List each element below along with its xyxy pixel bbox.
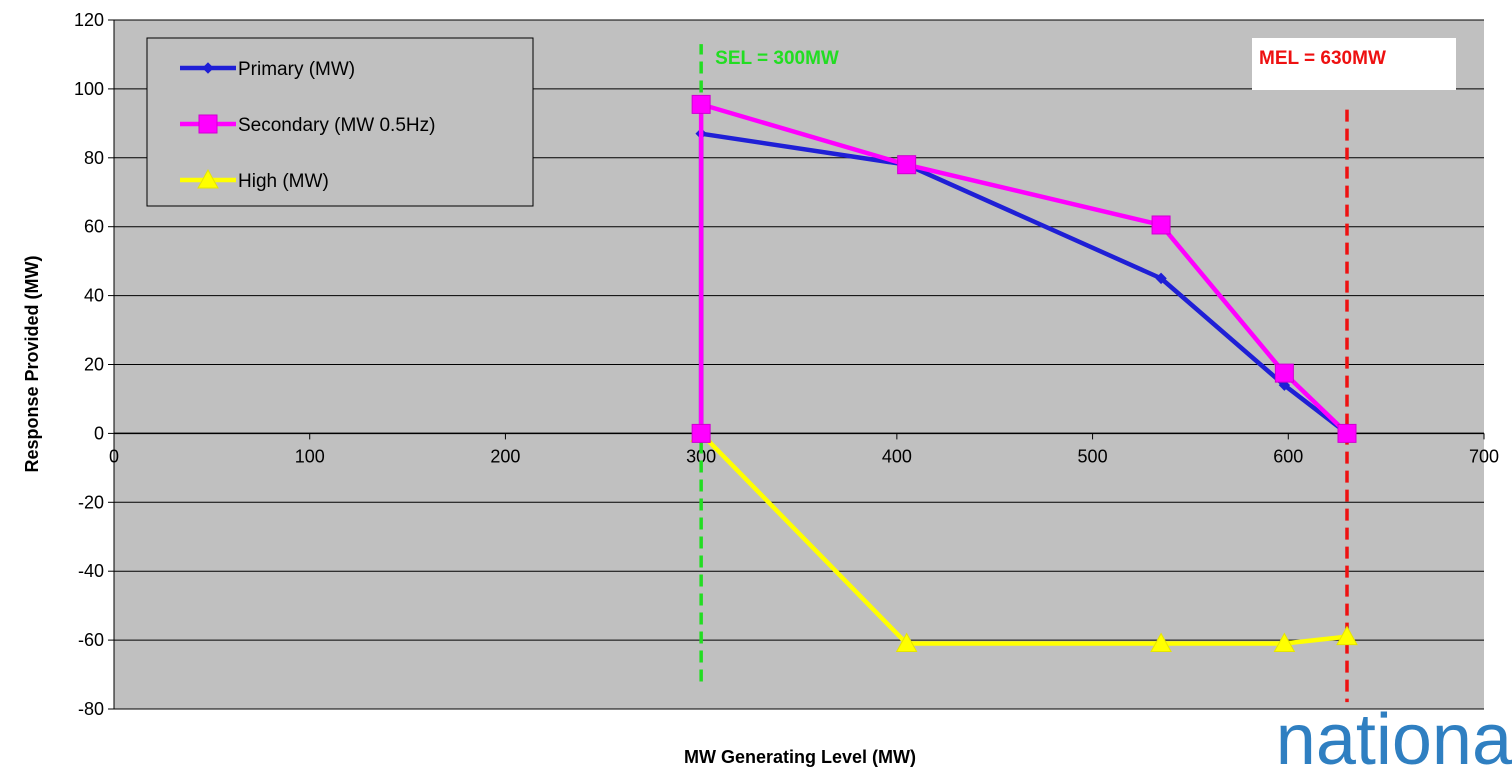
y-tick-label: -40 bbox=[78, 561, 104, 581]
x-axis-title: MW Generating Level (MW) bbox=[684, 747, 916, 767]
data-point bbox=[1155, 272, 1167, 285]
y-tick-label: 20 bbox=[84, 355, 104, 375]
y-tick-label: -20 bbox=[78, 492, 104, 512]
data-point bbox=[897, 155, 917, 175]
series-2 bbox=[691, 94, 1357, 443]
x-tick-label: 400 bbox=[882, 446, 912, 466]
x-tick-label: 300 bbox=[686, 446, 716, 466]
x-tick-label: 100 bbox=[295, 446, 325, 466]
data-point bbox=[1273, 632, 1296, 653]
y-tick-label: 80 bbox=[84, 148, 104, 168]
legend-entry: Primary (MW) bbox=[180, 59, 355, 80]
data-point bbox=[895, 632, 918, 653]
mel-label: MEL = 630MW bbox=[1259, 48, 1386, 69]
data-point bbox=[1336, 625, 1358, 646]
data-point bbox=[1337, 423, 1357, 443]
data-point bbox=[691, 94, 711, 114]
annotations: SEL = 300MW MEL = 630MW bbox=[699, 38, 1456, 703]
series-layer bbox=[690, 94, 1358, 653]
legend-swatch-marker bbox=[197, 168, 219, 189]
y-tick-label: 100 bbox=[74, 79, 104, 99]
data-point bbox=[1274, 363, 1294, 383]
legend-label: Secondary (MW 0.5Hz) bbox=[238, 115, 435, 136]
y-tick-label: -80 bbox=[78, 699, 104, 719]
x-tick-label: 500 bbox=[1078, 446, 1108, 466]
y-tick-label: 40 bbox=[84, 286, 104, 306]
data-point bbox=[691, 423, 711, 443]
data-point bbox=[1278, 379, 1291, 391]
x-tick-label: 600 bbox=[1273, 446, 1303, 466]
legend-label: High (MW) bbox=[238, 171, 329, 192]
y-tick-label: -60 bbox=[78, 630, 104, 650]
series-line bbox=[698, 102, 1349, 436]
x-tick-label: 200 bbox=[490, 446, 520, 466]
legend-swatch-marker bbox=[202, 62, 214, 74]
x-tick-label: 700 bbox=[1469, 446, 1499, 466]
x-tick-label: 0 bbox=[109, 446, 119, 466]
y-tick-label: 0 bbox=[94, 423, 104, 443]
legend: Primary (MW) Secondary (MW 0.5Hz) High (MW… bbox=[146, 37, 534, 207]
y-tick-label: 60 bbox=[84, 217, 104, 237]
mel-label-box bbox=[1252, 38, 1456, 90]
y-tick-label: 120 bbox=[74, 10, 104, 30]
data-point bbox=[1151, 215, 1171, 235]
sel-label: SEL = 300MW bbox=[715, 48, 839, 69]
axes: -80 -60 -40 -20 0 20 40 60 80 100 120 0 100 200 300 400… bbox=[74, 10, 1499, 719]
legend-entry: High (MW) bbox=[180, 168, 329, 192]
legend-entry: Secondary (MW 0.5Hz) bbox=[180, 114, 435, 136]
y-axis-title: Response Provided (MW) bbox=[22, 255, 42, 472]
legend-swatch-marker bbox=[198, 114, 218, 134]
logo-text: nationa bbox=[1276, 700, 1512, 770]
data-point bbox=[1150, 632, 1172, 653]
legend-label: Primary (MW) bbox=[238, 59, 355, 80]
